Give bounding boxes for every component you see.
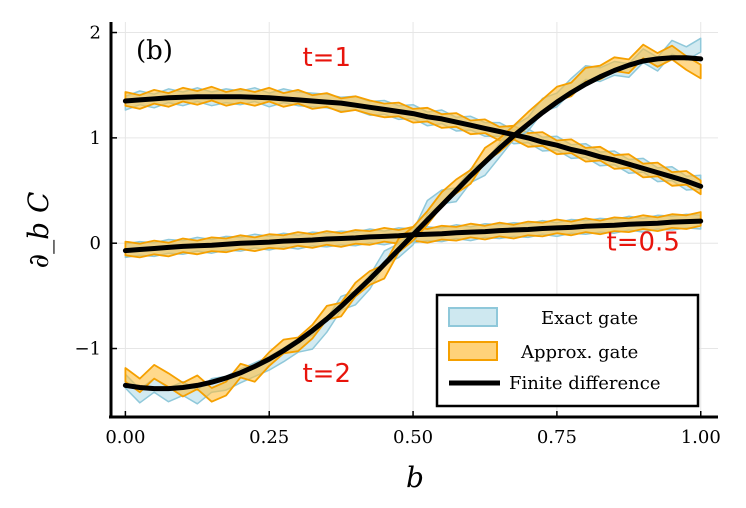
finite-difference-lines: [122, 55, 704, 392]
t-1-finite-difference-line: [122, 94, 704, 189]
y-tick-label: 1: [90, 128, 101, 149]
x-tick-label: 1.00: [681, 427, 721, 448]
t-2-finite-difference-line: [122, 55, 704, 392]
annotation-t-2: t=2: [302, 359, 351, 389]
y-tick-label: 0: [90, 233, 101, 254]
ticks: 0.00 0.25 0.50 0.75 1.00 −1 0 1 2: [74, 23, 720, 448]
legend-label-exact: Exact gate: [541, 308, 638, 329]
legend-swatch-exact: [448, 307, 498, 327]
y-axis-label: ∂_b C: [22, 192, 55, 269]
legend-swatch-approx: [448, 341, 498, 361]
legend-label-finite: Finite difference: [509, 373, 661, 394]
x-axis-label: b: [406, 461, 424, 494]
annotation-t-1: t=1: [302, 43, 351, 73]
legend-label-approx: Approx. gate: [520, 342, 638, 363]
x-tick-label: 0.50: [393, 427, 433, 448]
y-tick-label: 2: [90, 23, 101, 44]
x-tick-label: 0.75: [537, 427, 577, 448]
y-tick-label: −1: [74, 339, 101, 360]
x-tick-label: 0.25: [249, 427, 289, 448]
panel-label: (b): [136, 36, 173, 66]
curve-annotations: t=1 t=0.5 t=2: [302, 43, 679, 389]
annotation-t-0-5: t=0.5: [607, 228, 680, 258]
x-tick-label: 0.00: [105, 427, 145, 448]
legend: Exact gate Approx. gate Finite differenc…: [435, 293, 700, 408]
t-2-approx-gate-band: [124, 43, 702, 403]
